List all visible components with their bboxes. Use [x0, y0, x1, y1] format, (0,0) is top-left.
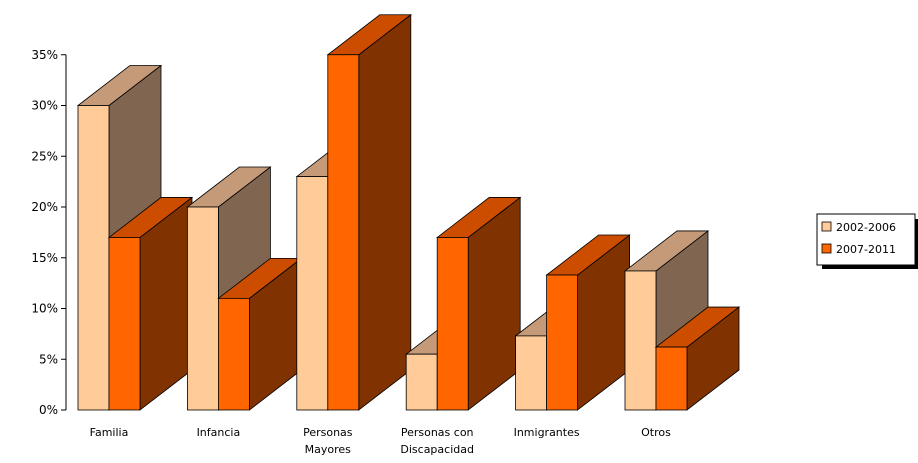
bar-front-face: [217, 297, 250, 411]
y-tick-label: 20%: [31, 200, 58, 214]
bar-front-face: [108, 237, 141, 411]
bar-front-face: [546, 274, 578, 411]
legend-swatch: [821, 243, 832, 254]
x-category-label: Infancia: [197, 426, 241, 439]
bar-2007-2011-1: [217, 257, 303, 411]
bar-front-face: [515, 335, 547, 411]
y-tick-label: 10%: [31, 302, 58, 316]
bar-2007-2011-2: [326, 13, 412, 411]
y-axis: 0% 5% 10% 15% 20% 25% 30% 35%: [31, 48, 67, 417]
bar-2007-2011-0: [107, 196, 194, 411]
bar-2007-2011-5: [654, 306, 741, 411]
bar-front-face: [186, 206, 219, 411]
x-category-label: Familia: [90, 426, 129, 439]
bar-front-face: [655, 346, 688, 411]
x-category-label: Personas con: [401, 426, 474, 439]
bar-front-face: [327, 54, 360, 411]
x-category-label: Mayores: [305, 443, 352, 456]
bars: [76, 13, 741, 411]
y-tick-label: 5%: [39, 352, 58, 366]
x-category-label: Personas: [303, 426, 353, 439]
bar-front-face: [405, 353, 438, 411]
y-tick-label: 30%: [31, 99, 58, 113]
x-category-label: Otros: [641, 426, 671, 439]
legend-label: 2002-2006: [836, 221, 896, 234]
legend: 2002-2006 2007-2011: [816, 213, 918, 269]
y-tick-label: 35%: [31, 48, 58, 62]
legend-swatch: [821, 221, 832, 232]
y-tick-label: 15%: [31, 251, 58, 265]
x-category-label: Discapacidad: [400, 443, 474, 456]
legend-label: 2007-2011: [836, 243, 896, 256]
x-category-label: Inmigrantes: [514, 426, 580, 439]
bar-2007-2011-3: [436, 196, 522, 411]
bar-front-face: [436, 237, 469, 411]
bar-2007-2011-4: [545, 234, 631, 411]
bar-front-face: [77, 105, 110, 411]
bar-front-face: [296, 176, 329, 411]
bar-side-face: [358, 13, 412, 411]
y-tick-label: 25%: [31, 149, 58, 163]
y-tick-label: 0%: [39, 403, 58, 417]
bar-front-face: [624, 270, 657, 411]
x-axis-labels: Familia Infancia Personas Mayores Personas c…: [90, 426, 671, 456]
legend-box: [816, 213, 916, 266]
